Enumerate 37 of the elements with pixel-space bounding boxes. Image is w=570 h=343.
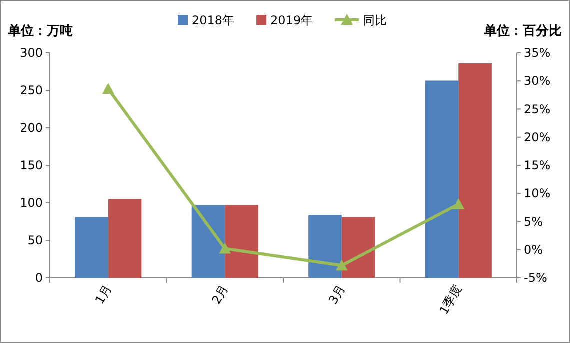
y-tick-label: 0 <box>35 271 43 285</box>
point <box>102 83 114 94</box>
y2-tick-label: 0% <box>524 242 544 257</box>
y2-tick-label: 20% <box>524 130 551 144</box>
y-tick-label: 300 <box>20 46 43 60</box>
point <box>219 242 232 254</box>
bar <box>75 217 108 278</box>
y-tick-label: 200 <box>20 121 43 135</box>
y-tick-label: 100 <box>20 196 43 210</box>
legend-label: 同比 <box>363 14 388 28</box>
bar <box>425 80 459 278</box>
y-tick-label: 250 <box>20 84 43 98</box>
y2-tick-label: 10% <box>524 186 551 201</box>
x-tick-label: 1季度 <box>436 282 465 317</box>
bar <box>342 217 376 278</box>
y2-tick-label: 30% <box>524 74 551 88</box>
legend-label: 2019年 <box>270 14 314 28</box>
x-tick-label: 2月 <box>209 282 232 307</box>
y2-tick-label: 35% <box>524 46 551 60</box>
x-tick-label: 1月 <box>92 282 115 307</box>
bar <box>308 215 342 278</box>
y-tick-label: 50 <box>28 234 43 248</box>
y2-tick-label: 25% <box>524 102 551 116</box>
legend-label: 2018年 <box>192 14 235 28</box>
x-tick-label: 3月 <box>326 282 348 307</box>
point <box>336 260 348 271</box>
y2-tick-label: 5% <box>524 214 544 229</box>
y-axis-title: 单位：万吨 <box>7 23 73 39</box>
bar <box>225 205 258 278</box>
point <box>452 198 465 210</box>
bar <box>458 64 492 278</box>
y2-tick-label: -5% <box>524 271 548 285</box>
bar <box>108 199 142 278</box>
y2-tick-label: 15% <box>524 158 551 172</box>
y2-axis-title: 单位：百分比 <box>483 23 562 39</box>
y-tick-label: 150 <box>20 158 43 172</box>
bar <box>192 205 226 278</box>
